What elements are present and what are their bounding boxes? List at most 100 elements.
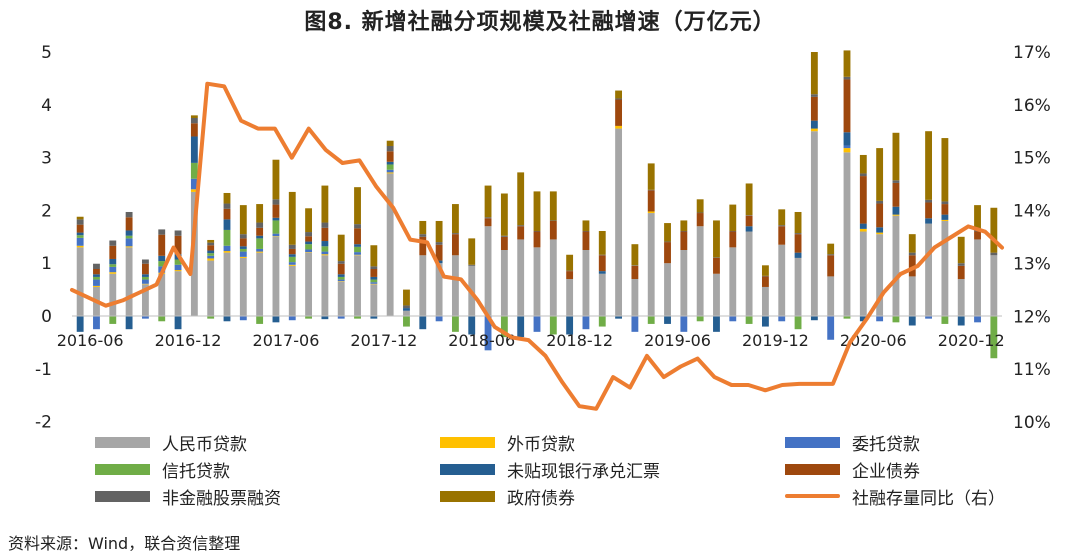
bar-segment-government-bonds	[435, 220, 443, 243]
bar-segment-government-bonds	[615, 90, 623, 99]
bar-segment-other-negative	[876, 316, 884, 322]
bar-segment-other-negative	[647, 316, 655, 324]
y-left-tick-label: -1	[35, 360, 52, 380]
bar-segment-fx-loans	[93, 285, 100, 287]
bar-segment-undiscounted-bills	[207, 250, 215, 254]
bar-segment-rmb-loans	[158, 273, 166, 316]
bar-segment-equity-financing	[647, 189, 655, 191]
bar-segment-government-bonds	[892, 132, 900, 181]
bar-segment-equity-financing	[843, 76, 851, 80]
bar-segment-other-negative	[517, 316, 525, 338]
bar-segment-equity-financing	[386, 145, 394, 152]
bar-segment-fx-loans	[256, 251, 264, 253]
bar-segment-fx-loans	[876, 232, 884, 235]
legend-swatch	[440, 463, 495, 475]
bar-segment-corporate-bonds	[566, 271, 574, 280]
bar-segment-equity-financing	[729, 230, 737, 232]
x-tick-label: 2017-06	[253, 331, 320, 350]
bar-segment-other-negative	[680, 316, 688, 332]
bar-segment-other-negative	[615, 316, 623, 319]
bar-segment-equity-financing	[549, 220, 557, 221]
bar-segment-equity-financing	[566, 270, 574, 272]
bar-segment-other-negative	[321, 316, 329, 320]
bar-segment-fx-loans	[272, 236, 280, 237]
bar-segment-rmb-loans	[729, 247, 737, 316]
bar-segment-government-bonds	[761, 265, 769, 276]
bar-segment-fx-loans	[647, 211, 655, 214]
bar-segment-equity-financing	[892, 180, 900, 183]
x-tick-label: 2019-12	[742, 331, 809, 350]
bar-segment-rmb-loans	[876, 234, 884, 316]
y-right-tick-label: 13%	[1013, 254, 1051, 274]
bar-segment-corporate-bonds	[843, 79, 851, 133]
bar-segment-rmb-loans	[957, 279, 965, 316]
y-right-tick-label: 14%	[1013, 202, 1051, 222]
bar-segment-other-negative	[745, 316, 753, 324]
bar-segment-equity-financing	[615, 98, 623, 100]
bar-segment-entrusted-loans	[272, 233, 280, 237]
bar-segment-equity-financing	[745, 215, 753, 216]
bar-segment-equity-financing	[337, 261, 345, 264]
bar-segment-corporate-bonds	[925, 202, 933, 219]
bar-segment-undiscounted-bills	[386, 161, 394, 165]
bar-segment-equity-financing	[207, 242, 215, 246]
bar-segment-trust-loans	[370, 279, 378, 283]
bar-segment-rmb-loans	[451, 255, 459, 316]
bar-segment-rmb-loans	[990, 255, 998, 316]
x-tick-label: 2019-06	[644, 331, 711, 350]
bar-segment-rmb-loans	[517, 239, 525, 316]
bar-segment-rmb-loans	[810, 131, 818, 316]
bar-segment-government-bonds	[386, 140, 394, 146]
bar-segment-other-negative	[76, 316, 84, 332]
bar-segment-corporate-bonds	[941, 204, 949, 215]
legend-label: 委托贷款	[852, 434, 920, 455]
bar-segment-rmb-loans	[827, 276, 835, 316]
bar-segment-fx-loans	[892, 214, 900, 216]
bar-segment-entrusted-loans	[109, 266, 117, 273]
bar-segment-government-bonds	[76, 216, 84, 220]
bar-segment-equity-financing	[435, 242, 443, 245]
bar-segment-undiscounted-bills	[321, 241, 329, 247]
bar-segment-corporate-bonds	[876, 203, 884, 228]
y-right-tick-label: 12%	[1013, 307, 1051, 327]
bar-segment-fx-loans	[288, 264, 296, 266]
bar-segment-other-negative	[419, 316, 427, 330]
bar-segment-undiscounted-bills	[925, 218, 933, 224]
bar-segment-other-negative	[908, 316, 916, 326]
bar-segment-undiscounted-bills	[892, 206, 900, 215]
bar-segment-rmb-loans	[386, 173, 394, 316]
legend-item-undiscounted-bills: 未贴现银行承兑汇票	[440, 457, 660, 482]
bar-segment-equity-financing	[941, 201, 949, 205]
bar-segment-other-negative	[778, 316, 786, 322]
bar-segment-trust-loans	[239, 248, 247, 252]
bar-segment-corporate-bonds	[435, 244, 443, 261]
bar-segment-government-bonds	[484, 185, 492, 218]
bar-segment-other-negative	[125, 316, 133, 330]
bar-segment-rmb-loans	[696, 226, 704, 316]
x-tick-label: 2016-06	[57, 331, 124, 350]
bar-segment-equity-financing	[109, 240, 117, 246]
bar-segment-other-negative	[925, 316, 933, 319]
bar-segment-government-bonds	[272, 159, 280, 200]
bar-segment-government-bonds	[631, 244, 639, 266]
bar-segment-other-negative	[794, 316, 802, 330]
bar-segment-undiscounted-bills	[435, 260, 443, 264]
bar-segment-corporate-bonds	[517, 226, 525, 240]
bar-segment-other-negative	[957, 316, 965, 326]
bar-segment-equity-financing	[990, 252, 998, 256]
bar-segment-fx-loans	[810, 128, 818, 132]
growth-line-layer	[70, 81, 1004, 411]
bar-segment-corporate-bonds	[288, 248, 296, 255]
bar-segment-corporate-bonds	[256, 227, 264, 236]
bar-segment-government-bonds	[288, 191, 296, 245]
bar-segment-corporate-bonds	[76, 224, 84, 233]
bar-segment-corporate-bonds	[696, 213, 704, 227]
bar-segment-trust-loans	[109, 264, 117, 267]
chart-legend: 人民币贷款 外币贷款 委托贷款 信托贷款 未贴现银行承兑汇票 企业债券 非金融股…	[95, 430, 1055, 520]
bar-segment-equity-financing	[713, 257, 720, 258]
bar-segment-equity-financing	[370, 266, 378, 270]
bar-segment-rmb-loans	[354, 255, 361, 316]
bar-segment-rmb-loans	[223, 252, 231, 316]
bar-segment-fx-loans	[370, 283, 378, 285]
bar-segment-fx-loans	[354, 254, 361, 256]
